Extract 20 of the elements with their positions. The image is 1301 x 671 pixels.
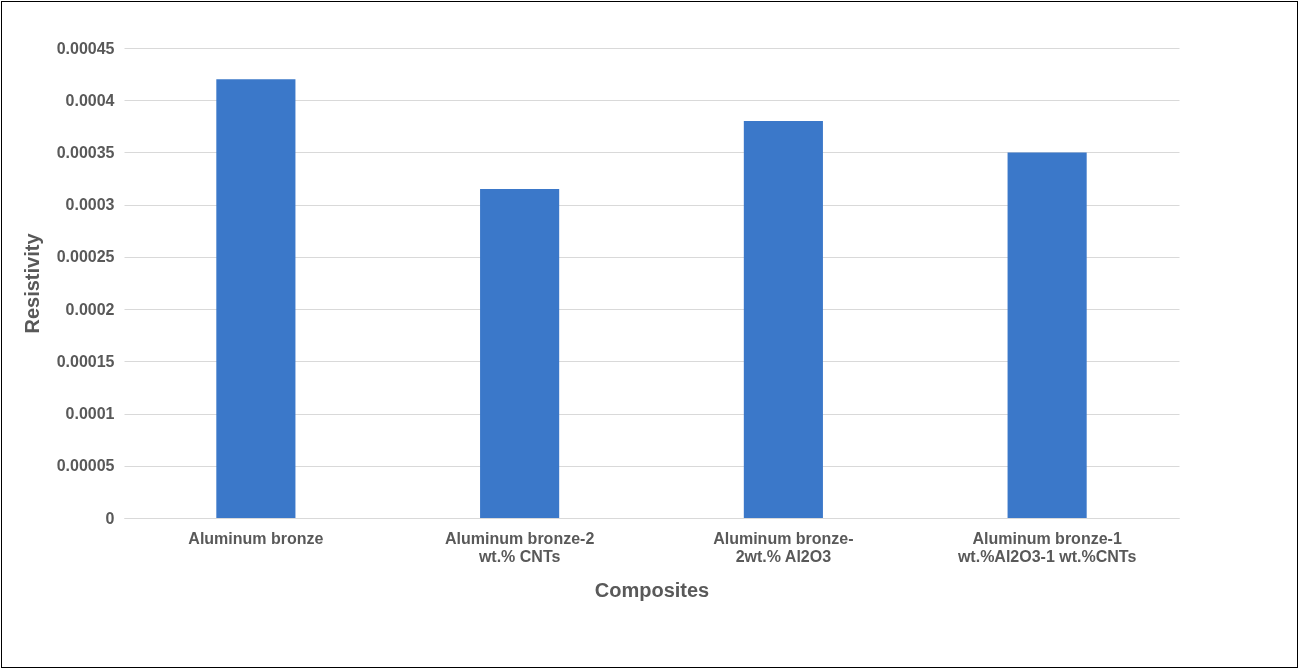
bar	[743, 121, 823, 518]
bar	[216, 79, 296, 518]
y-tick-label: 0.00025	[56, 248, 115, 266]
y-tick-label: 0.00045	[56, 39, 115, 57]
x-axis-title: Composites	[594, 578, 710, 601]
y-axis-title: Resistivity	[20, 232, 43, 334]
y-tick-label: 0.0002	[65, 300, 115, 318]
y-tick-label: 0.0001	[65, 405, 115, 423]
y-tick-label: 0.0003	[65, 196, 115, 214]
y-tick-label: 0.00005	[56, 457, 115, 475]
x-tick-label: Aluminum bronze-1 wt.%Al2O3-1 wt.%CNTs	[956, 529, 1137, 565]
y-tick-label: 0	[105, 509, 115, 527]
y-tick-label: 0.0004	[65, 91, 115, 109]
x-tick-label: Aluminum bronze	[188, 529, 324, 547]
y-tick-label: 0.00035	[56, 143, 115, 161]
y-tick-label: 0.00015	[56, 352, 115, 370]
x-tick-label: Aluminum bronze-2wt.% Al2O3	[713, 529, 854, 565]
bar	[480, 189, 560, 518]
x-tick-label: Aluminum bronze-2 wt.% CNTs	[444, 529, 595, 565]
bar	[1007, 152, 1087, 518]
